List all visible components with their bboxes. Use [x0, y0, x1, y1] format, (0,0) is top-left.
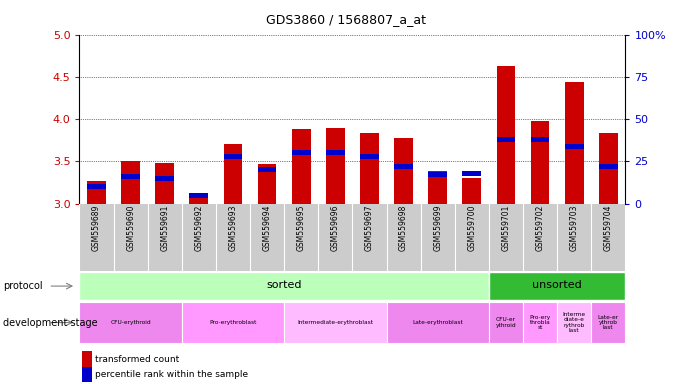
Bar: [182, 302, 284, 343]
Text: sorted: sorted: [267, 280, 302, 290]
Bar: [121, 161, 140, 204]
Text: GSM559692: GSM559692: [194, 205, 203, 251]
Text: percentile rank within the sample: percentile rank within the sample: [95, 370, 248, 379]
Bar: [599, 133, 618, 204]
Text: GSM559689: GSM559689: [92, 205, 101, 251]
Text: GSM559702: GSM559702: [536, 205, 545, 251]
Bar: [87, 184, 106, 189]
Text: Interme
diate-e
rythrob
last: Interme diate-e rythrob last: [562, 312, 586, 333]
Bar: [599, 164, 618, 169]
Bar: [155, 175, 174, 181]
Bar: [360, 132, 379, 204]
Bar: [428, 172, 447, 177]
Text: Late-erythroblast: Late-erythroblast: [413, 320, 463, 325]
Text: transformed count: transformed count: [95, 354, 179, 364]
Bar: [326, 150, 345, 156]
Bar: [394, 139, 413, 204]
Text: Late-er
ythrob
last: Late-er ythrob last: [598, 314, 619, 331]
Bar: [386, 302, 489, 343]
Bar: [79, 302, 182, 343]
Text: Pro-erythroblast: Pro-erythroblast: [209, 320, 256, 325]
Text: Pro-ery
throbla
st: Pro-ery throbla st: [529, 314, 551, 331]
Text: GSM559695: GSM559695: [296, 205, 305, 252]
Bar: [258, 164, 276, 204]
Bar: [531, 137, 549, 142]
Text: unsorted: unsorted: [532, 280, 582, 290]
Bar: [292, 129, 311, 204]
Text: GSM559691: GSM559691: [160, 205, 169, 251]
Bar: [224, 144, 243, 204]
Text: Intermediate-erythroblast: Intermediate-erythroblast: [297, 320, 373, 325]
Bar: [462, 170, 481, 175]
Bar: [428, 170, 447, 204]
Bar: [121, 174, 140, 179]
Bar: [258, 167, 276, 172]
Bar: [189, 194, 208, 204]
Bar: [284, 302, 386, 343]
Bar: [565, 144, 584, 149]
Text: GDS3860 / 1568807_a_at: GDS3860 / 1568807_a_at: [265, 13, 426, 26]
Text: GSM559694: GSM559694: [263, 205, 272, 252]
Bar: [531, 121, 549, 204]
Text: GSM559699: GSM559699: [433, 205, 442, 252]
Text: protocol: protocol: [3, 281, 43, 291]
Bar: [394, 164, 413, 169]
Bar: [557, 302, 591, 343]
Bar: [224, 154, 243, 159]
Bar: [497, 137, 515, 142]
Bar: [326, 128, 345, 204]
Text: development stage: development stage: [3, 318, 98, 328]
Bar: [462, 178, 481, 204]
Text: GSM559703: GSM559703: [569, 205, 578, 252]
Bar: [489, 302, 523, 343]
Text: GSM559704: GSM559704: [604, 205, 613, 252]
Text: GSM559696: GSM559696: [331, 205, 340, 252]
Bar: [360, 154, 379, 159]
Bar: [87, 181, 106, 204]
Bar: [189, 192, 208, 198]
Text: CFU-er
ythroid: CFU-er ythroid: [495, 317, 516, 328]
Bar: [565, 82, 584, 204]
Text: GSM559701: GSM559701: [502, 205, 511, 251]
Text: GSM559698: GSM559698: [399, 205, 408, 251]
Text: GSM559697: GSM559697: [365, 205, 374, 252]
Text: GSM559693: GSM559693: [229, 205, 238, 252]
Bar: [155, 163, 174, 204]
Text: GSM559690: GSM559690: [126, 205, 135, 252]
Bar: [489, 272, 625, 300]
Bar: [79, 272, 489, 300]
Bar: [591, 302, 625, 343]
Text: GSM559700: GSM559700: [467, 205, 476, 252]
Text: CFU-erythroid: CFU-erythroid: [111, 320, 151, 325]
Bar: [292, 150, 311, 156]
Bar: [497, 66, 515, 204]
Bar: [523, 302, 557, 343]
